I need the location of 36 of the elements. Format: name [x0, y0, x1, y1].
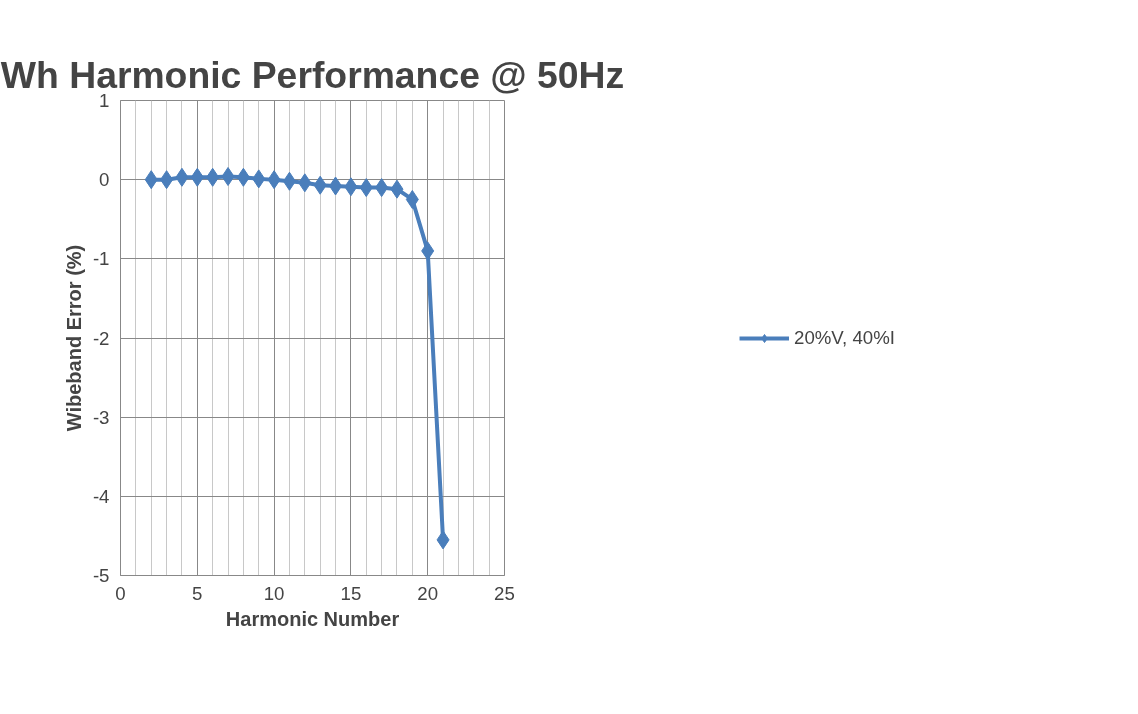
point: [206, 167, 220, 187]
y-tick-label: 1: [99, 90, 110, 111]
point: [298, 173, 312, 193]
point: [313, 175, 327, 195]
point: [344, 177, 358, 197]
point: [267, 170, 281, 190]
x-tick-label: 25: [494, 582, 515, 604]
y-tick-label: -2: [92, 327, 110, 349]
point: [175, 167, 189, 187]
y-tick-label: -1: [92, 248, 110, 270]
point: [436, 530, 450, 550]
y-axis-title: Wibeband Error (%): [62, 244, 85, 432]
y-tick-label: -5: [92, 565, 110, 586]
point: [405, 189, 419, 209]
point: [359, 178, 373, 198]
x-tick-label: 5: [192, 582, 203, 604]
x-axis-title: Harmonic Number: [225, 607, 400, 630]
point: [190, 167, 204, 187]
y-tick-label: -4: [92, 485, 110, 507]
point: [252, 169, 266, 189]
x-tick-label: 10: [263, 582, 285, 604]
point: [329, 176, 343, 196]
point: [421, 241, 435, 261]
point: [375, 178, 389, 198]
x-tick-label: 0: [115, 582, 126, 604]
y-tick-label: -3: [92, 406, 110, 428]
x-tick-label: 20: [417, 582, 439, 604]
legend-label: 20%V, 40%I: [794, 326, 895, 349]
point: [282, 171, 296, 191]
point: [390, 179, 404, 199]
point: [144, 170, 158, 190]
point: [236, 167, 250, 187]
point: [221, 167, 235, 186]
x-tick-label: 15: [340, 582, 362, 604]
y-tick-label: 0: [99, 169, 110, 191]
point: [160, 170, 174, 190]
